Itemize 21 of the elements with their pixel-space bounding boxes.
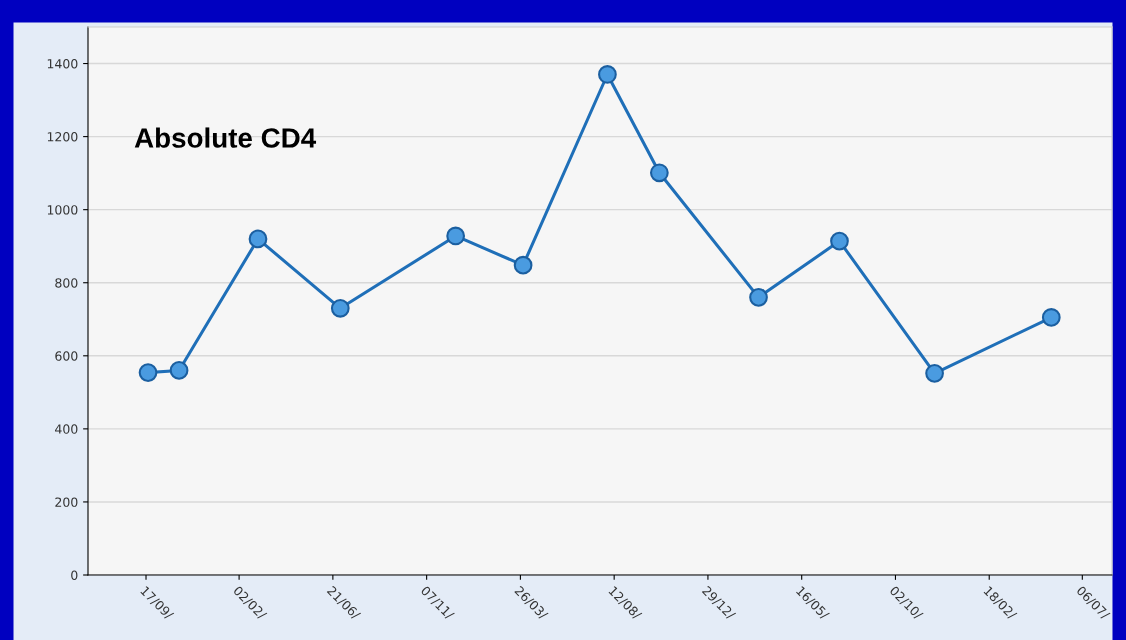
point (169, 361, 189, 380)
y-tick-label: 1000 (47, 205, 78, 215)
point (749, 287, 768, 307)
point (649, 163, 669, 183)
point (830, 231, 849, 251)
point (330, 298, 350, 318)
point (513, 255, 533, 275)
point (446, 226, 466, 246)
y-tick-label: 1400 (47, 59, 78, 69)
y-tick-label: 1200 (47, 132, 78, 142)
y-tick-label: 400 (55, 424, 78, 434)
y-tick-label: 600 (55, 351, 78, 361)
y-tick-label: 800 (55, 278, 78, 288)
annotation: Absolute CD4 (134, 127, 317, 148)
point (925, 363, 944, 383)
point (138, 363, 158, 382)
point (598, 65, 617, 84)
point (1041, 308, 1061, 327)
y-tick-label: 0 (71, 570, 78, 580)
point (248, 229, 268, 249)
y-tick-label: 200 (55, 497, 78, 507)
